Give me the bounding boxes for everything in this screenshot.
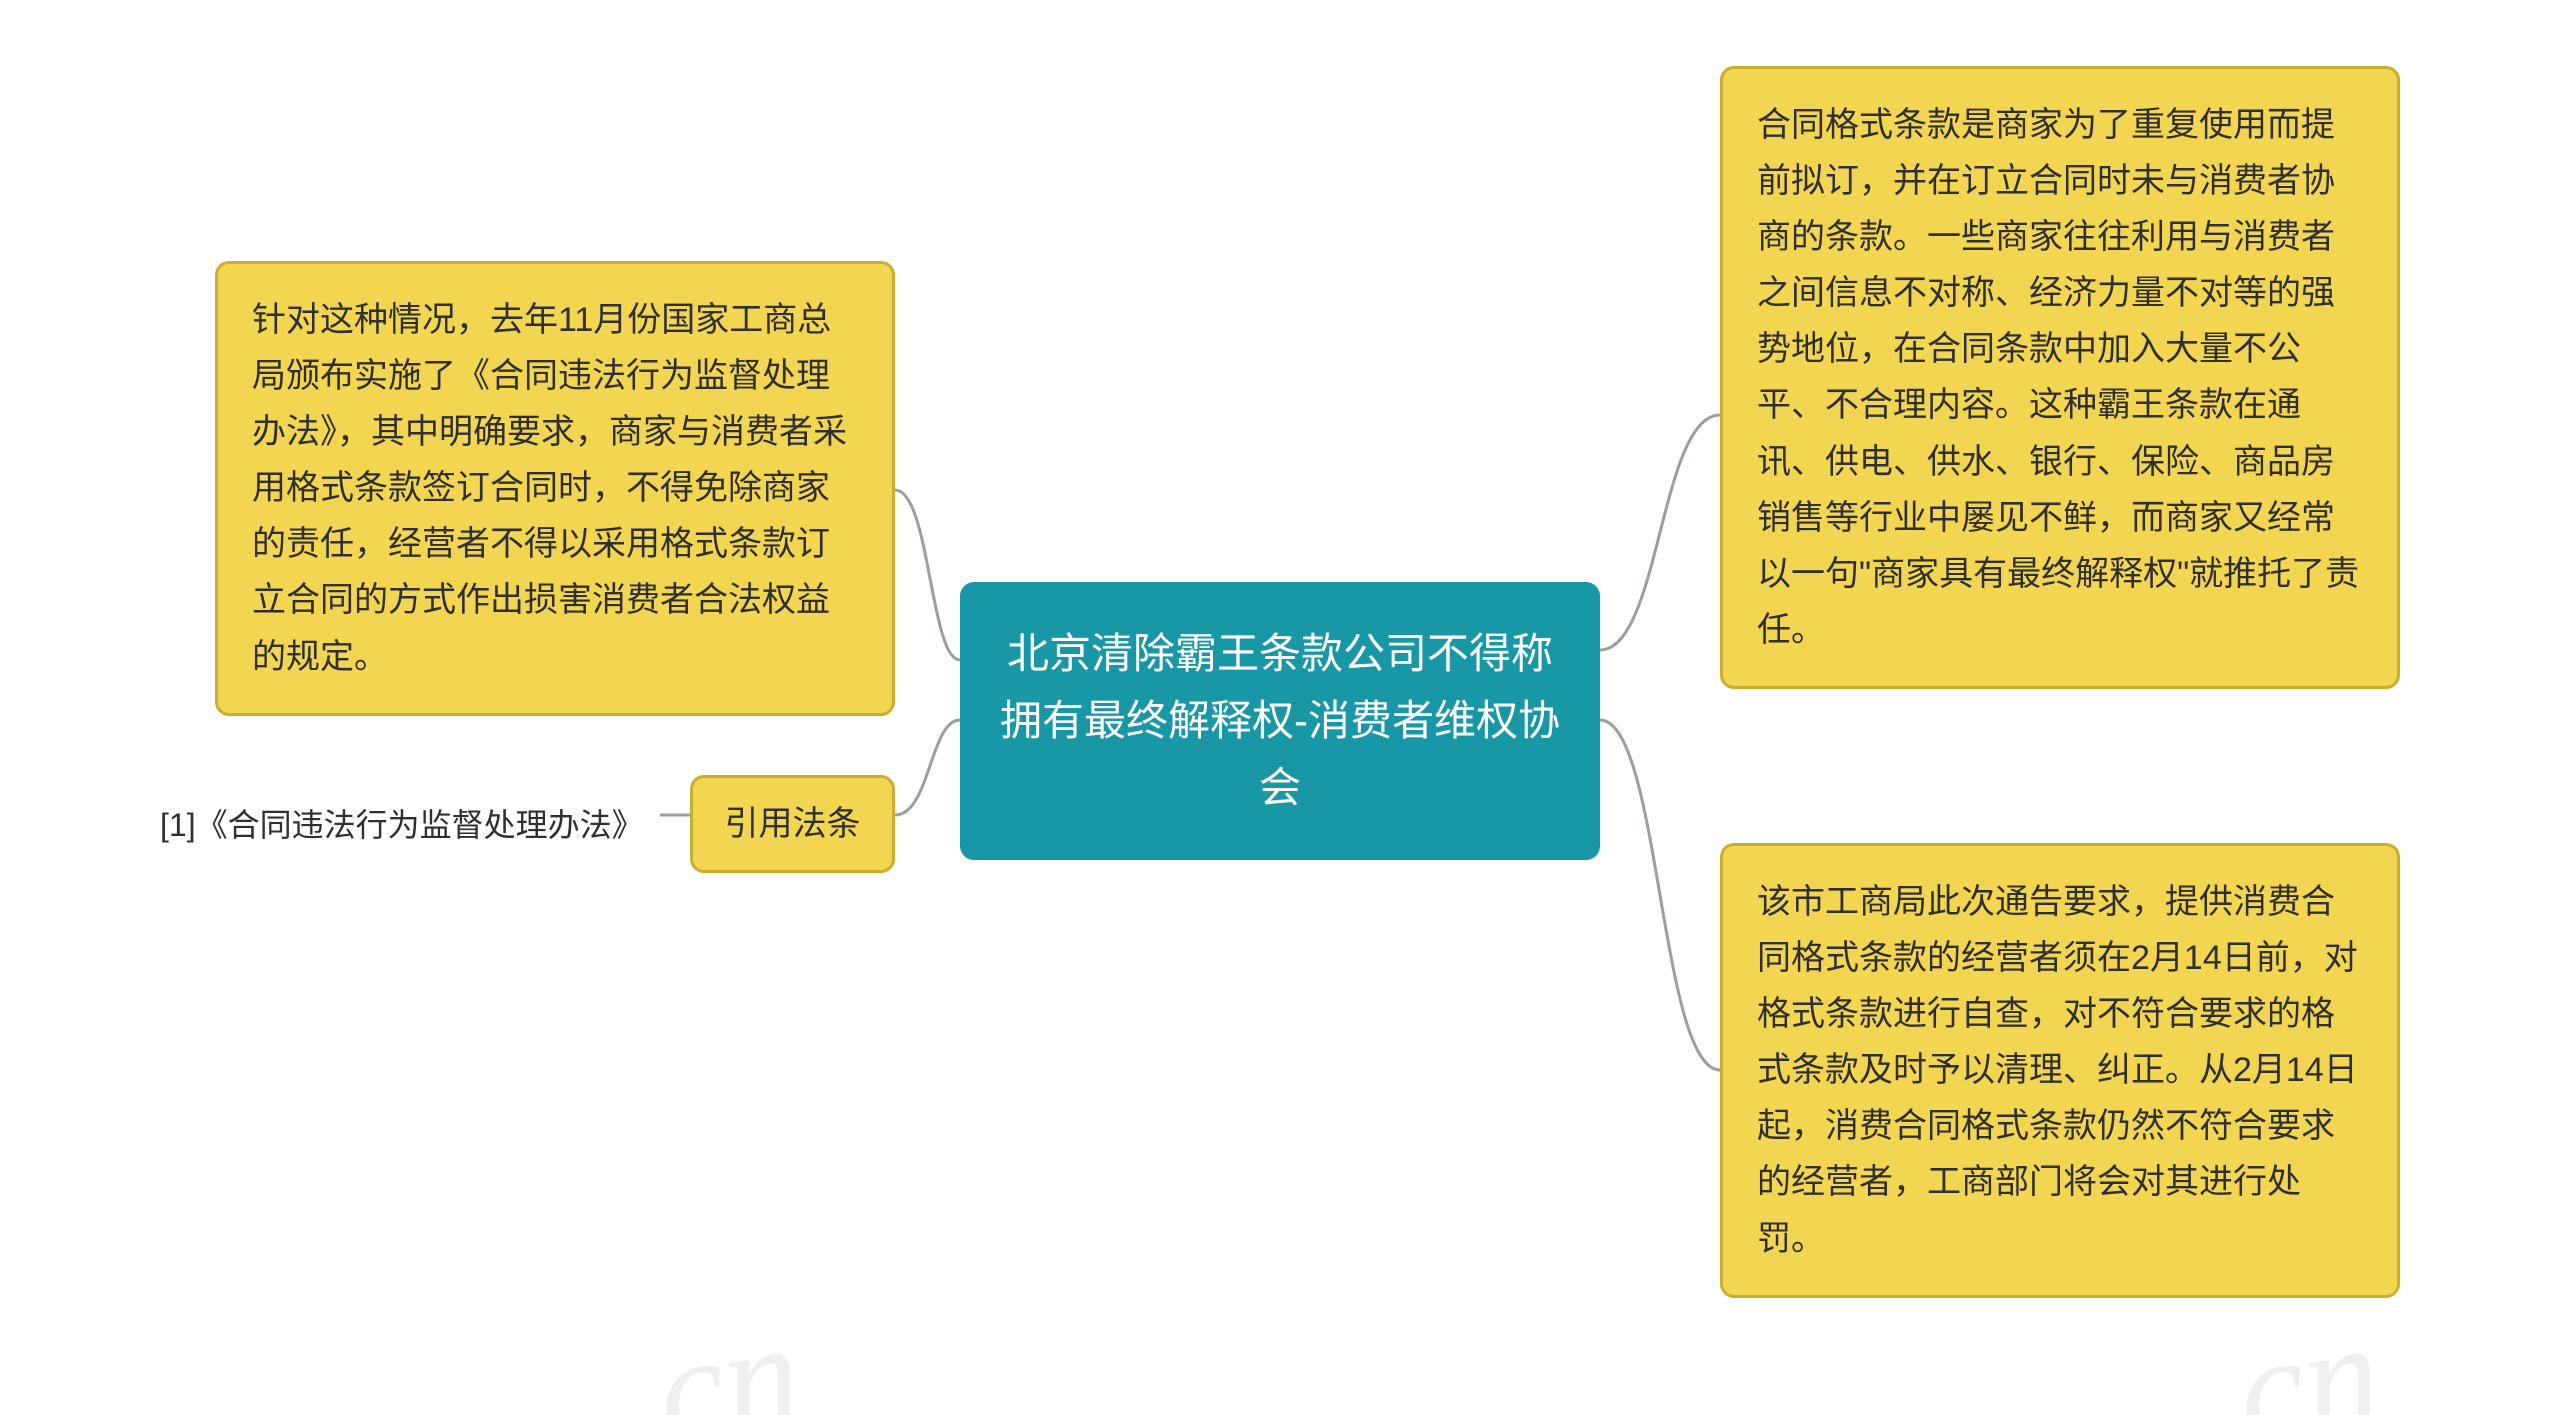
- right-node-notice: 该市工商局此次通告要求，提供消费合同格式条款的经营者须在2月14日前，对格式条款…: [1720, 843, 2400, 1298]
- watermark: .cn: [606, 1286, 812, 1415]
- right-node-explanation: 合同格式条款是商家为了重复使用而提前拟订，并在订立合同时未与消费者协商的条款。一…: [1720, 66, 2400, 689]
- watermark: .cn: [2186, 1286, 2392, 1415]
- left-node-regulation: 针对这种情况，去年11月份国家工商总局颁布实施了《合同违法行为监督处理办法》，其…: [215, 261, 895, 716]
- cite-reference-text: [1]《合同违法行为监督处理办法》: [160, 800, 644, 846]
- mindmap-center-node: 北京清除霸王条款公司不得称拥有最终解释权-消费者维权协会: [960, 582, 1600, 860]
- left-node-cite-label: 引用法条: [690, 775, 895, 873]
